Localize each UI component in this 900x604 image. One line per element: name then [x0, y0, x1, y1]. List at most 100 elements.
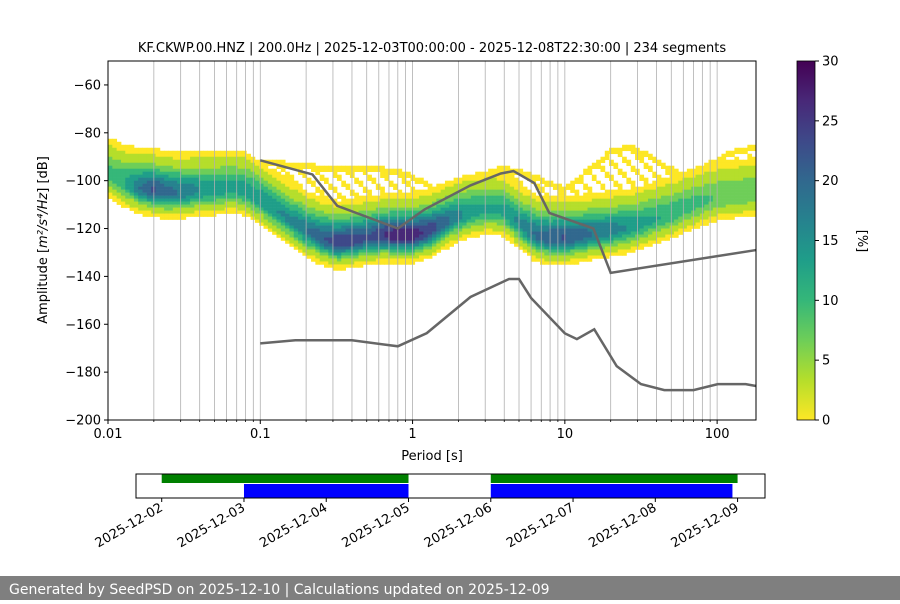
- heatmap-cell: [211, 183, 217, 187]
- heatmap-cell: [751, 165, 757, 169]
- heatmap-cell: [747, 168, 753, 172]
- heatmap-cell: [228, 207, 234, 211]
- heatmap-cell: [358, 204, 364, 208]
- heatmap-cell: [289, 216, 295, 220]
- heatmap-cell: [263, 225, 269, 229]
- heatmap-cell: [613, 216, 619, 220]
- heatmap-cell: [190, 192, 195, 196]
- heatmap-cell: [561, 228, 567, 232]
- heatmap-cell: [444, 189, 450, 193]
- heatmap-cell: [358, 219, 364, 223]
- heatmap-cell: [427, 219, 433, 223]
- heatmap-cell: [354, 198, 359, 202]
- heatmap-cell: [475, 174, 480, 178]
- heatmap-cell: [246, 171, 251, 175]
- heatmap-cell: [747, 204, 753, 208]
- heatmap-cell: [341, 228, 346, 232]
- heatmap-cell: [203, 189, 208, 193]
- heatmap-cell: [514, 216, 519, 220]
- heatmap-cell: [440, 225, 446, 229]
- heatmap-cell: [613, 249, 619, 253]
- heatmap-cell: [436, 237, 442, 241]
- heatmap-cell: [423, 204, 429, 208]
- heatmap-cell: [319, 174, 325, 178]
- heatmap-cell: [518, 201, 524, 205]
- heatmap-cell: [259, 171, 264, 175]
- heatmap-cell: [315, 201, 321, 205]
- heatmap-cell: [393, 204, 398, 208]
- heatmap-cell: [704, 168, 709, 172]
- heatmap-cell: [155, 186, 161, 190]
- heatmap-cell: [665, 186, 670, 190]
- heatmap-cell: [207, 189, 213, 193]
- heatmap-cell: [220, 210, 226, 214]
- heatmap-cell: [583, 246, 588, 250]
- heatmap-cell: [462, 201, 467, 205]
- heatmap-cell: [207, 198, 213, 202]
- heatmap-cell: [324, 234, 329, 238]
- heatmap-cell: [371, 201, 377, 205]
- heatmap-cell: [466, 180, 472, 184]
- heatmap-cell: [116, 162, 122, 167]
- heatmap-cell: [630, 240, 636, 244]
- heatmap-cell: [548, 246, 554, 250]
- heatmap-cell: [738, 213, 744, 217]
- heatmap-cell: [159, 153, 165, 158]
- heatmap-cell: [708, 162, 714, 167]
- x-tick-label: 1: [408, 427, 416, 442]
- heatmap-cell: [440, 216, 446, 220]
- heatmap-cell: [406, 237, 411, 241]
- heatmap-cell: [591, 213, 597, 217]
- heatmap-cell: [609, 216, 614, 220]
- heatmap-cell: [613, 165, 619, 169]
- heatmap-cell: [358, 231, 364, 235]
- heatmap-cell: [380, 228, 385, 232]
- heatmap-cell: [332, 258, 338, 262]
- heatmap-cell: [224, 192, 230, 196]
- heatmap-cell: [652, 198, 658, 202]
- heatmap-cell: [535, 183, 541, 187]
- heatmap-cell: [639, 153, 645, 158]
- heatmap-cell: [578, 243, 584, 247]
- heatmap-cell: [557, 195, 562, 199]
- heatmap-cell: [622, 147, 627, 152]
- heatmap-cell: [125, 171, 130, 175]
- heatmap-cell: [712, 165, 718, 169]
- heatmap-cell: [367, 168, 372, 172]
- heatmap-cell: [596, 204, 601, 208]
- heatmap-cell: [695, 180, 701, 184]
- heatmap-cell: [177, 153, 182, 158]
- heatmap-cell: [751, 180, 757, 184]
- heatmap-cell: [285, 195, 290, 199]
- heatmap-cell: [548, 243, 554, 247]
- heatmap-cell: [596, 159, 601, 164]
- heatmap-cell: [483, 228, 489, 232]
- heatmap-cell: [328, 186, 334, 190]
- heatmap-cell: [574, 237, 580, 241]
- heatmap-cell: [142, 192, 148, 196]
- heatmap-cell: [678, 195, 683, 199]
- heatmap-cell: [328, 252, 334, 256]
- heatmap-cell: [522, 201, 528, 205]
- heatmap-cell: [501, 222, 506, 226]
- heatmap-cell: [453, 186, 459, 190]
- heatmap-cell: [444, 243, 450, 247]
- heatmap-cell: [190, 153, 195, 158]
- heatmap-cell: [285, 171, 290, 175]
- heatmap-cell: [220, 153, 226, 158]
- heatmap-cell: [704, 162, 709, 167]
- heatmap-cell: [444, 234, 450, 238]
- heatmap-cell: [336, 210, 342, 214]
- heatmap-cell: [600, 168, 606, 172]
- heatmap-cell: [125, 180, 130, 184]
- heatmap-cell: [332, 186, 338, 190]
- heatmap-cell: [600, 183, 606, 187]
- heatmap-cell: [648, 201, 653, 205]
- heatmap-cell: [475, 183, 480, 187]
- heatmap-cell: [470, 195, 476, 199]
- heatmap-cell: [423, 222, 429, 226]
- heatmap-cell: [600, 222, 606, 226]
- heatmap-cell: [228, 204, 234, 208]
- heatmap-cell: [120, 204, 126, 208]
- heatmap-cell: [388, 258, 394, 262]
